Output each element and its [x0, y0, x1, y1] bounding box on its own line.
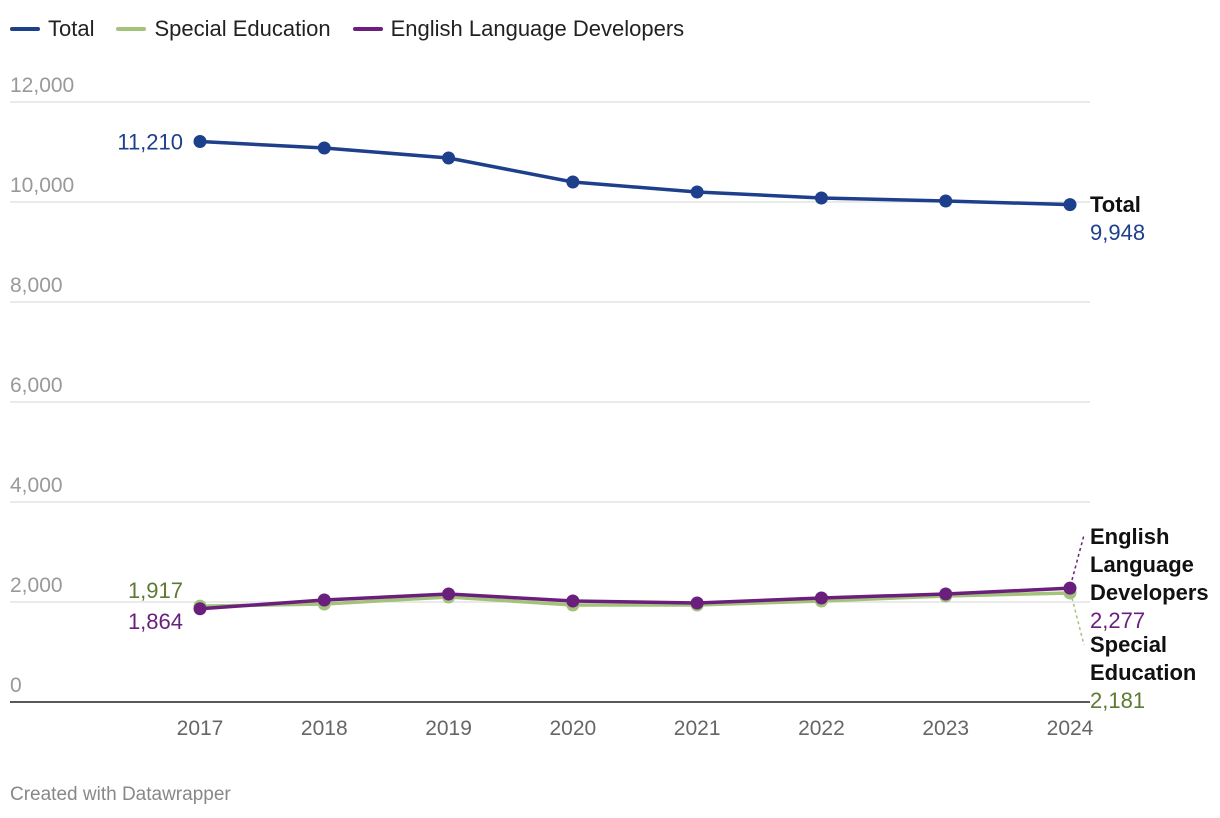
legend-label-special-education: Special Education — [154, 16, 331, 41]
connector-line — [1071, 597, 1085, 646]
legend-swatch-total — [10, 27, 40, 31]
data-point — [1063, 581, 1077, 595]
x-tick-label: 2023 — [922, 717, 969, 740]
data-point — [442, 151, 456, 165]
legend-item-special-education: Special Education — [116, 16, 331, 42]
x-tick-label: 2024 — [1047, 717, 1094, 740]
series-line — [199, 139, 1071, 207]
start-value-label: 11,210 — [117, 130, 183, 155]
data-point — [939, 194, 953, 208]
y-tick-label: 2,000 — [10, 574, 63, 597]
data-point — [193, 602, 207, 616]
series-line — [199, 591, 1071, 608]
end-series-label: English — [1090, 524, 1169, 549]
end-value-label: 9,948 — [1090, 220, 1145, 245]
x-tick-label: 2021 — [674, 717, 721, 740]
legend-label-total: Total — [48, 16, 95, 41]
y-tick-label: 4,000 — [10, 474, 63, 497]
x-tick-label: 2017 — [177, 717, 224, 740]
footer-credit: Created with Datawrapper — [10, 784, 231, 805]
x-tick-label: 2022 — [798, 717, 845, 740]
y-tick-label: 6,000 — [10, 374, 63, 397]
legend-swatch-eld — [352, 27, 383, 31]
end-series-label: Language — [1090, 552, 1194, 577]
end-series-label: Total — [1090, 192, 1141, 217]
end-series-label: Special — [1090, 632, 1167, 657]
data-point — [939, 587, 953, 601]
data-point — [1063, 198, 1077, 212]
data-point — [566, 594, 580, 608]
data-point — [317, 141, 331, 155]
end-series-label: Education — [1090, 660, 1196, 685]
x-tick-label: 2019 — [425, 717, 472, 740]
legend-swatch-special-education — [116, 27, 147, 31]
y-tick-label: 12,000 — [10, 74, 74, 97]
data-point — [566, 175, 580, 189]
data-point — [690, 185, 704, 199]
y-tick-label: 0 — [10, 674, 22, 697]
data-point — [317, 593, 331, 607]
start-value-label: 1,917 — [128, 578, 183, 603]
data-point — [814, 191, 828, 205]
data-point — [814, 591, 828, 605]
legend-item-eld: English Language Developers — [352, 16, 685, 42]
data-point — [193, 135, 207, 148]
legend-label-eld: English Language Developers — [390, 16, 685, 41]
legend-item-total: Total — [10, 16, 94, 42]
data-point — [442, 587, 456, 601]
y-tick-label: 10,000 — [10, 174, 74, 197]
end-series-label: Developers — [1090, 580, 1209, 605]
x-tick-label: 2020 — [549, 717, 596, 740]
y-tick-label: 8,000 — [10, 274, 63, 297]
data-point — [690, 596, 704, 610]
end-value-label: 2,181 — [1090, 688, 1145, 713]
end-value-label: 2,277 — [1090, 608, 1145, 633]
legend: Total Special Education English Language… — [10, 16, 684, 42]
start-value-label: 1,864 — [128, 609, 183, 634]
x-tick-label: 2018 — [301, 717, 348, 740]
connector-line — [1071, 534, 1085, 581]
series-line — [199, 586, 1071, 611]
